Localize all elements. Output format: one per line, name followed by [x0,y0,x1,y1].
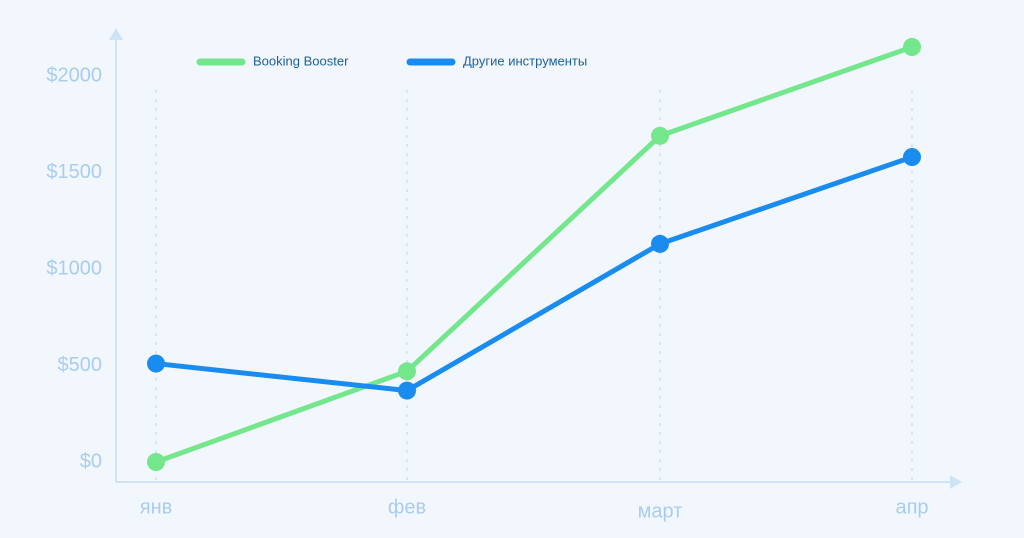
data-point [903,148,921,167]
data-point [398,362,416,381]
x-tick-label: апр [895,496,928,518]
data-point [147,354,165,373]
legend-label: Booking Booster [253,53,349,68]
series-line [153,154,915,394]
data-point [147,453,165,471]
data-point [398,381,416,400]
data-point [903,38,921,57]
y-tick-label: $1000 [46,257,102,279]
x-axis-arrow [950,475,962,489]
x-tick-label: янв [140,496,173,518]
y-axis-arrow [109,28,123,40]
legend-label: Другие инструменты [463,53,587,68]
y-tick-label: $0 [80,450,102,472]
x-tick-label: фев [388,496,426,518]
data-point [651,234,669,253]
data-point [651,126,669,145]
y-tick-label: $500 [58,354,103,376]
series-line [153,44,915,465]
y-tick-label: $1500 [46,161,102,183]
y-tick-label: $2000 [46,64,102,86]
x-tick-label: март [638,500,683,522]
